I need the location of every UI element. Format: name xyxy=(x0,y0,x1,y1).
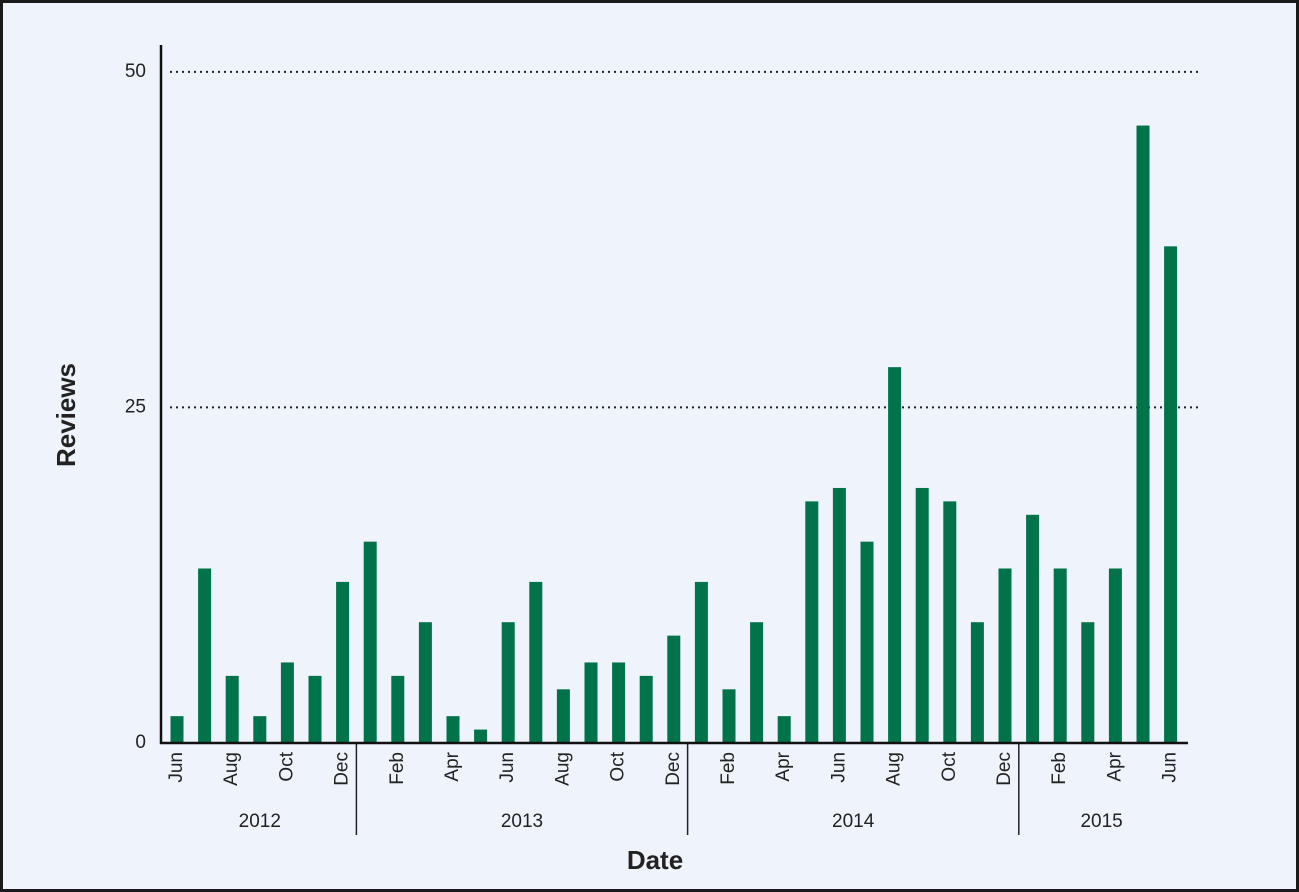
x-tick-label: Dec xyxy=(332,752,353,786)
x-tick-label: Oct xyxy=(608,751,629,781)
x-tick-label: Apr xyxy=(1104,751,1125,781)
bar xyxy=(639,675,653,743)
bar xyxy=(694,581,708,743)
x-tick-label: Oct xyxy=(276,751,297,781)
bar xyxy=(391,675,405,743)
y-axis-label: Reviews xyxy=(51,363,81,467)
x-tick-label: Aug xyxy=(221,752,242,786)
bar xyxy=(474,729,488,743)
bar xyxy=(970,622,984,743)
x-tick-label: Jun xyxy=(1160,752,1181,783)
bar xyxy=(1081,622,1095,743)
y-tick-label: 50 xyxy=(125,61,146,82)
bar xyxy=(750,622,764,743)
bar xyxy=(612,662,626,743)
bar xyxy=(529,581,543,743)
bar xyxy=(253,716,267,743)
bar xyxy=(888,367,902,743)
bar xyxy=(1026,514,1040,743)
x-tick-label: Jun xyxy=(166,752,187,783)
bar xyxy=(805,501,819,743)
x-tick-label: Feb xyxy=(718,752,739,785)
x-tick-label: Apr xyxy=(442,751,463,781)
bar xyxy=(860,541,874,743)
bar xyxy=(943,501,957,743)
bar xyxy=(998,568,1012,743)
bar xyxy=(1108,568,1122,743)
y-tick-label: 25 xyxy=(125,396,146,417)
bar xyxy=(501,622,515,743)
bar xyxy=(336,581,350,743)
x-tick-label: Aug xyxy=(884,752,905,786)
bar xyxy=(1136,125,1150,744)
x-tick-label: Dec xyxy=(663,752,684,786)
x-tick-label: Jun xyxy=(828,752,849,783)
bar xyxy=(225,675,239,743)
x-tick-label: Apr xyxy=(773,751,794,781)
bar xyxy=(1164,246,1178,743)
bar xyxy=(418,622,432,743)
bar xyxy=(363,541,377,743)
bar xyxy=(722,689,736,743)
bar xyxy=(777,716,791,743)
x-tick-label: Feb xyxy=(1049,752,1070,785)
x-tick-label: Aug xyxy=(552,752,573,786)
bar xyxy=(915,487,929,743)
bar xyxy=(308,675,322,743)
bar xyxy=(667,635,681,743)
bar xyxy=(198,568,212,743)
x-tick-label: Dec xyxy=(994,752,1015,786)
x-tick-label: Jun xyxy=(497,752,518,783)
bar xyxy=(1053,568,1067,743)
bar xyxy=(170,716,184,743)
x-group-label: 2013 xyxy=(501,811,543,832)
bar xyxy=(446,716,460,743)
bar xyxy=(832,487,846,743)
x-group-label: 2014 xyxy=(832,811,875,832)
x-tick-label: Feb xyxy=(387,752,408,785)
x-tick-label: Oct xyxy=(939,751,960,781)
bar xyxy=(584,662,598,743)
x-group-label: 2012 xyxy=(239,811,281,832)
y-tick-label: 0 xyxy=(135,732,146,753)
bar xyxy=(556,689,570,743)
x-group-label: 2015 xyxy=(1080,811,1122,832)
bar xyxy=(280,662,294,743)
x-axis-label: Date xyxy=(627,845,683,875)
